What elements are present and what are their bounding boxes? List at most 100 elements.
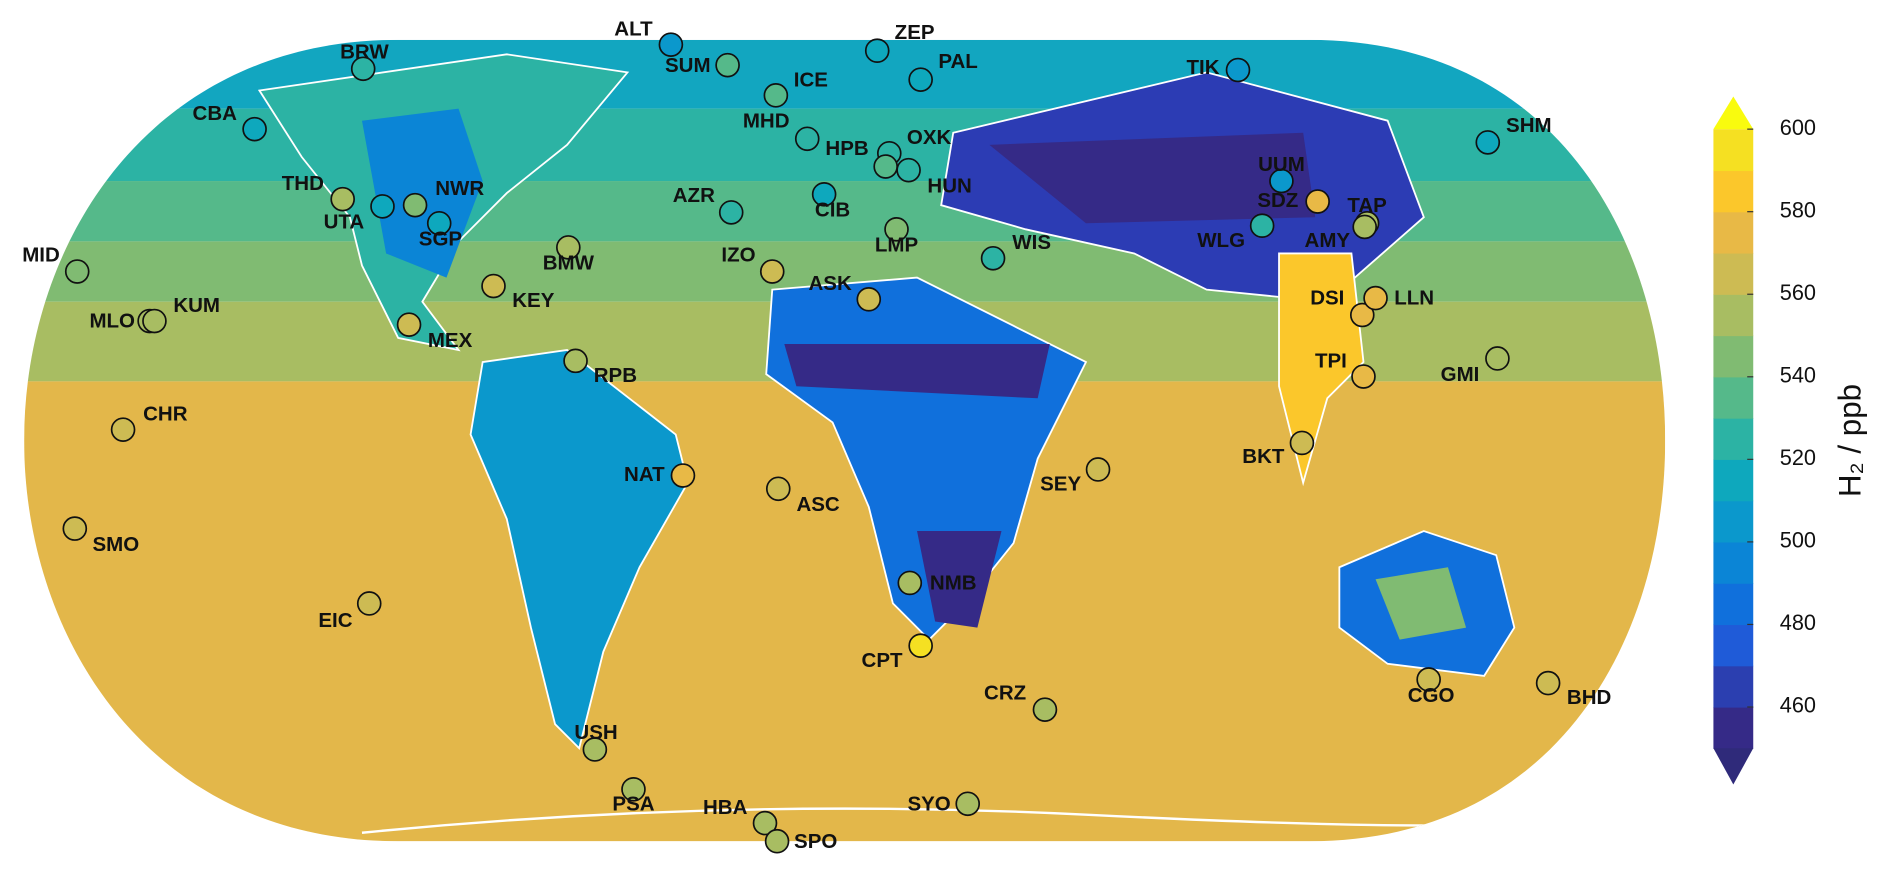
station-label: NMB	[930, 572, 977, 595]
station-marker	[1289, 430, 1315, 456]
station-label: EIC	[318, 609, 352, 632]
station-marker	[856, 287, 882, 312]
colorbar-over	[1713, 96, 1754, 130]
station-marker	[370, 194, 395, 219]
station-label: SPO	[794, 830, 837, 853]
station-marker	[582, 737, 608, 762]
station-label: TAP	[1347, 194, 1386, 217]
station-label: TPI	[1315, 349, 1347, 372]
station-label: ALT	[614, 18, 653, 41]
station-marker	[1363, 285, 1388, 311]
colorbar-box	[1713, 129, 1754, 172]
station-label: UTA	[324, 211, 365, 234]
colorbar-box	[1713, 294, 1754, 337]
station-label: MHD	[743, 109, 790, 132]
station-marker	[811, 182, 837, 207]
station-label: CIB	[815, 199, 850, 222]
station-label: IZO	[721, 243, 755, 266]
station-marker	[759, 259, 785, 284]
station-marker	[142, 308, 167, 334]
station-marker	[1349, 302, 1375, 328]
colorbar-box	[1713, 583, 1754, 626]
station-label: UUM	[1258, 153, 1305, 176]
station-label: BMW	[543, 252, 595, 275]
colorbar-box	[1713, 459, 1754, 502]
station-marker	[752, 810, 778, 836]
colorbar-box	[1713, 541, 1754, 584]
colorbar-box	[1713, 665, 1754, 708]
station-label: CGO	[1408, 684, 1455, 707]
station-marker	[110, 417, 136, 442]
station-label: NAT	[624, 463, 665, 486]
station-marker	[556, 235, 581, 260]
colorbar-tick-label: 460	[1780, 693, 1816, 718]
station-marker	[873, 154, 898, 179]
station-marker	[1352, 214, 1378, 240]
station-marker	[242, 116, 267, 142]
station-marker	[62, 516, 88, 541]
station-label: AMY	[1305, 229, 1351, 252]
station-marker	[980, 245, 1006, 271]
station-label: HPB	[825, 137, 868, 160]
station-label: SHM	[1506, 114, 1552, 137]
station-marker	[350, 56, 376, 82]
station-marker	[955, 791, 981, 817]
station-label: ASC	[796, 493, 839, 516]
map-field	[24, 39, 1666, 842]
colorbar-tick-label: 580	[1780, 197, 1816, 222]
station-label: KEY	[512, 289, 554, 312]
station-marker	[897, 570, 923, 596]
station-label: CRZ	[984, 681, 1026, 704]
station-label: PAL	[938, 50, 977, 73]
station-marker	[396, 312, 422, 337]
station-label: SYO	[907, 792, 950, 815]
station-label: MID	[22, 243, 60, 266]
station-label: SGP	[419, 228, 462, 251]
colorbar-box	[1713, 376, 1754, 419]
station-marker	[908, 67, 933, 92]
station-label: LMP	[875, 234, 918, 257]
station-marker	[481, 273, 506, 299]
station-marker	[718, 200, 744, 225]
station-label: HBA	[703, 796, 748, 819]
station-label: BHD	[1567, 686, 1611, 709]
station-marker	[64, 259, 90, 284]
station-label: BKT	[1242, 445, 1285, 468]
station-marker	[884, 217, 909, 242]
station-marker	[330, 186, 355, 212]
station-label: CBA	[193, 102, 238, 125]
station-marker	[621, 777, 646, 802]
station-marker	[1085, 457, 1111, 482]
station-marker	[1249, 213, 1275, 238]
colorbar-tick-label: 520	[1780, 445, 1816, 470]
station-label: DSI	[1310, 287, 1344, 310]
colorbar-label: H₂ / ppb	[1832, 384, 1867, 497]
colorbar-box	[1713, 418, 1754, 460]
station-marker	[563, 348, 588, 374]
station-marker	[402, 192, 428, 218]
station-marker	[794, 126, 820, 152]
colorbar-box	[1713, 707, 1754, 749]
station-label: MEX	[428, 329, 473, 352]
station-marker	[356, 591, 382, 616]
station-label: ICE	[794, 68, 828, 91]
colorbar-tick-label: 560	[1780, 280, 1816, 305]
colorbar-box	[1713, 500, 1754, 543]
station-marker	[670, 463, 696, 488]
station-marker	[908, 633, 933, 658]
station-marker	[1305, 189, 1330, 214]
station-label: AZR	[673, 184, 715, 207]
station-label: ASK	[809, 272, 852, 295]
station-marker	[658, 32, 684, 57]
station-marker	[1225, 57, 1251, 83]
colorbar-tick-label: 480	[1780, 610, 1816, 635]
station-label: SDZ	[1257, 189, 1298, 212]
station-label: CHR	[143, 403, 188, 426]
station-label: ZEP	[895, 21, 935, 44]
station-label: SUM	[665, 54, 711, 77]
colorbar-box	[1713, 211, 1754, 254]
station-label: THD	[282, 172, 324, 195]
station-marker	[765, 476, 791, 502]
station-marker	[1416, 667, 1441, 692]
station-label: GMI	[1441, 363, 1480, 386]
